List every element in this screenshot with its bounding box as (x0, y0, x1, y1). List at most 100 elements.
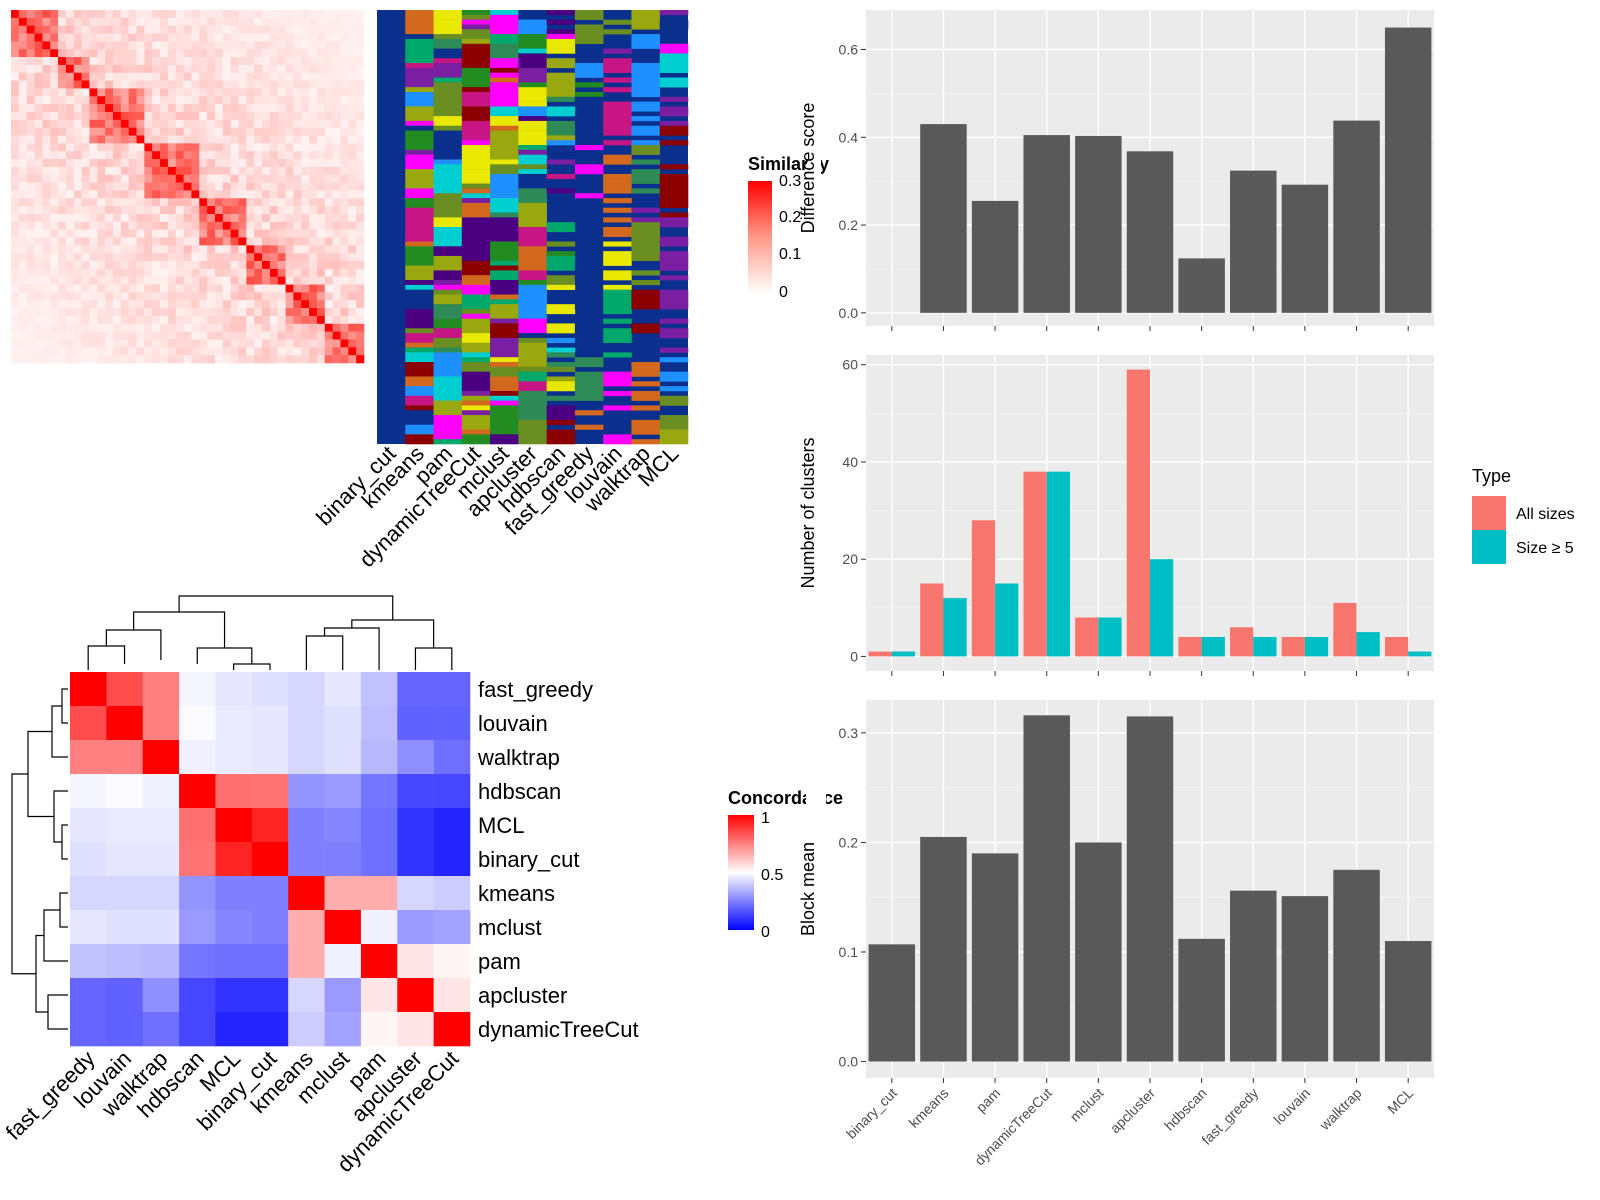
similarity-cell (160, 104, 169, 113)
similarity-cell (324, 10, 333, 19)
similarity-cell (301, 64, 310, 74)
similarity-cell (128, 143, 137, 152)
similarity-cell (301, 127, 310, 136)
similarity-cell (65, 119, 75, 128)
membership-cell (433, 43, 463, 49)
membership-cell (546, 347, 576, 353)
similarity-cell (207, 119, 216, 128)
similarity-cell (285, 80, 294, 89)
membership-cell (433, 149, 463, 155)
membership-cell (546, 352, 576, 358)
similarity-cell (199, 111, 208, 121)
similarity-cell (246, 198, 255, 207)
similarity-cell (348, 96, 357, 105)
membership-cell (518, 87, 547, 93)
membership-cell (405, 193, 434, 199)
similarity-cell (199, 135, 208, 144)
bar (971, 520, 996, 657)
similarity-cell (262, 355, 271, 364)
similarity-cell (73, 206, 82, 215)
membership-cell (490, 424, 519, 430)
similarity-cell (222, 347, 231, 356)
similarity-cell (246, 64, 255, 74)
membership-cell (461, 270, 491, 276)
similarity-cell (105, 166, 114, 176)
membership-cell (405, 188, 434, 194)
similarity-cell (42, 119, 51, 128)
similarity-cell (26, 64, 35, 74)
similarity-cell (65, 253, 75, 262)
similarity-cell (18, 57, 27, 66)
similarity-cell (89, 159, 98, 168)
similarity-cell (324, 276, 333, 285)
membership-cell (405, 352, 434, 358)
concordance-cell (324, 842, 362, 877)
similarity-cell (246, 111, 255, 121)
membership-cell (518, 323, 547, 329)
similarity-cell (348, 72, 357, 81)
membership-cell (405, 106, 434, 112)
similarity-cell (81, 10, 90, 19)
similarity-cell (89, 268, 98, 278)
membership-cell (518, 284, 547, 290)
similarity-cell (152, 111, 161, 121)
similarity-cell (285, 331, 294, 340)
similarity-cell (144, 182, 153, 191)
similarity-cell (316, 96, 326, 105)
membership-cell (546, 159, 576, 165)
membership-cell (659, 217, 689, 223)
similarity-cell (73, 17, 82, 26)
similarity-cell (340, 182, 349, 191)
similarity-cell (246, 72, 255, 81)
similarity-cell (18, 323, 27, 332)
similarity-cell (136, 323, 145, 332)
similarity-cell (167, 17, 177, 26)
similarity-cell (199, 323, 208, 332)
similarity-cell (81, 245, 90, 254)
similarity-cell (11, 276, 20, 285)
similarity-cell (167, 57, 177, 66)
membership-cell (631, 178, 661, 184)
similarity-cell (34, 159, 43, 168)
similarity-cell (50, 80, 59, 89)
similarity-cell (316, 49, 326, 58)
similarity-cell (89, 72, 98, 81)
similarity-cell (11, 253, 20, 262)
similarity-cell (42, 151, 51, 160)
membership-cell (518, 260, 547, 266)
similarity-cell (144, 339, 153, 348)
similarity-cell (293, 64, 302, 74)
similarity-cell (230, 41, 239, 50)
membership-cell (405, 14, 434, 20)
membership-cell (574, 120, 604, 127)
concordance-cell (215, 706, 253, 741)
similarity-cell (26, 166, 35, 176)
similarity-cell (301, 315, 310, 325)
similarity-cell (18, 276, 27, 285)
similarity-cell (81, 253, 90, 262)
similarity-cell (120, 166, 129, 176)
similarity-cell (277, 206, 286, 215)
similarity-cell (246, 253, 255, 262)
similarity-cell (348, 159, 357, 168)
similarity-cell (285, 308, 294, 317)
similarity-cell (332, 104, 341, 113)
similarity-cell (120, 88, 129, 97)
similarity-cell (277, 143, 286, 152)
membership-cell (518, 178, 547, 184)
membership-cell (631, 419, 661, 426)
similarity-cell (26, 284, 35, 293)
similarity-cell (348, 104, 357, 113)
similarity-cell (340, 41, 349, 50)
y-tick-label: 0 (850, 648, 858, 664)
similarity-cell (105, 80, 114, 89)
similarity-cell (120, 347, 129, 356)
similarity-cell (144, 104, 153, 113)
similarity-cell (97, 284, 106, 293)
similarity-cell (42, 237, 51, 246)
similarity-cell (285, 57, 294, 66)
similarity-cell (112, 159, 122, 168)
similarity-cell (97, 229, 106, 238)
concordance-cell (397, 842, 434, 877)
similarity-cell (105, 174, 114, 183)
